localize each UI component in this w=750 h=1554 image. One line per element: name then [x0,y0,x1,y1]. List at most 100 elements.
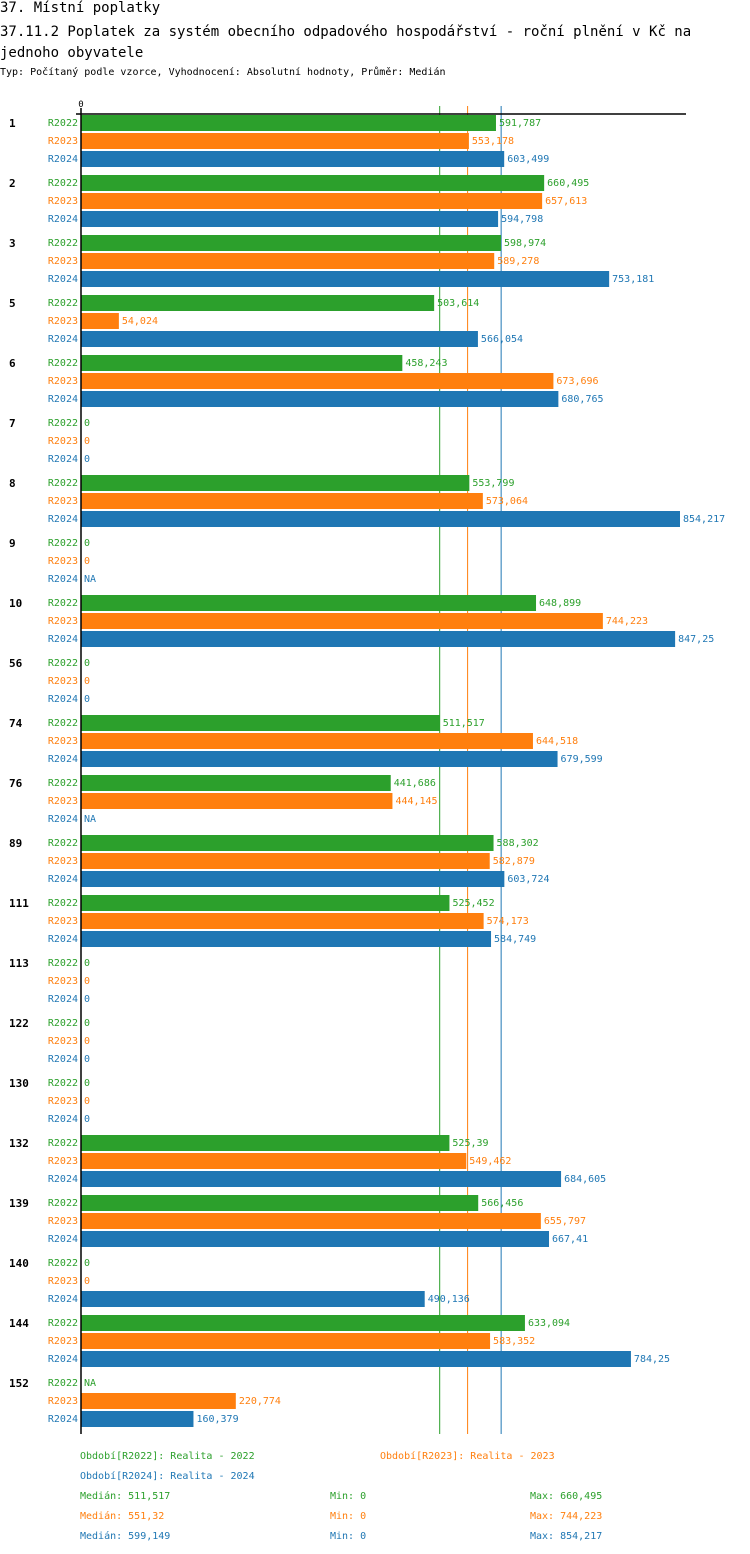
bar [81,1411,194,1427]
value-label: 603,499 [507,154,549,165]
value-label: 441,686 [394,778,436,789]
series-label: R2024 [48,394,78,405]
value-label: NA [84,574,96,585]
bar [81,1351,631,1367]
value-label: NA [84,1378,96,1389]
category-label: 130 [9,1077,29,1090]
value-label: 584,749 [494,934,536,945]
value-label: 0 [84,676,90,687]
bar [81,115,496,131]
bar [81,175,545,191]
series-label: R2022 [48,658,78,669]
series-label: R2024 [48,214,78,225]
value-label: 660,495 [547,178,589,189]
legend-max-r2023: Max: 744,223 [530,1511,603,1522]
bar [81,1291,425,1307]
series-label: R2023 [48,316,78,327]
value-label: 0 [84,658,90,669]
series-label: R2022 [48,958,78,969]
series-label: R2022 [48,898,78,909]
value-label: 594,798 [501,214,543,225]
value-label: 0 [84,1096,90,1107]
bar [81,253,495,269]
legend-max-r2024: Max: 854,217 [530,1531,603,1542]
bar [81,871,505,887]
bar [81,733,533,749]
bar [81,475,470,491]
category-label: 8 [9,477,16,490]
bar [81,331,478,347]
value-label: 744,223 [606,616,648,627]
series-label: R2023 [48,1216,78,1227]
series-label: R2024 [48,1054,78,1065]
bar [81,313,119,329]
value-label: 574,173 [487,916,529,927]
series-label: R2024 [48,1234,78,1245]
value-label: 220,774 [239,1396,281,1407]
category-label: 144 [9,1317,29,1330]
series-label: R2023 [48,1336,78,1347]
series-label: R2024 [48,814,78,825]
series-label: R2023 [48,676,78,687]
bar [81,913,484,929]
series-label: R2024 [48,694,78,705]
value-label: 0 [84,1054,90,1065]
series-label: R2023 [48,736,78,747]
series-label: R2022 [48,838,78,849]
category-label: 6 [9,357,16,370]
series-label: R2024 [48,574,78,585]
value-label: 566,456 [481,1198,523,1209]
series-label: R2022 [48,358,78,369]
series-label: R2022 [48,478,78,489]
value-label: 0 [84,976,90,987]
value-label: 644,518 [536,736,578,747]
legend-max-r2022: Max: 660,495 [530,1491,603,1502]
series-label: R2023 [48,796,78,807]
series-label: R2023 [48,556,78,567]
series-label: R2022 [48,178,78,189]
value-label: 160,379 [196,1414,238,1425]
category-label: 7 [9,417,16,430]
value-label: 591,787 [499,118,541,129]
series-label: R2024 [48,274,78,285]
category-label: 76 [9,777,23,790]
bar [81,895,450,911]
category-label: 5 [9,297,16,310]
bar [81,391,559,407]
value-label: NA [84,814,96,825]
bar [81,1213,541,1229]
value-label: 679,599 [561,754,603,765]
category-label: 56 [9,657,23,670]
bar [81,715,440,731]
series-label: R2022 [48,718,78,729]
value-label: 603,724 [507,874,549,885]
bar [81,775,391,791]
value-label: 0 [84,1036,90,1047]
legend-min-r2022: Min: 0 [330,1491,367,1502]
value-label: 648,899 [539,598,581,609]
value-label: 525,39 [452,1138,488,1149]
series-label: R2022 [48,298,78,309]
value-label: 0 [84,1078,90,1089]
series-label: R2024 [48,934,78,945]
series-label: R2024 [48,454,78,465]
value-label: 0 [84,694,90,705]
bar [81,1171,562,1187]
legend-median-r2023: Medián: 551,32 [80,1511,165,1522]
series-label: R2023 [48,916,78,927]
series-label: R2024 [48,1174,78,1185]
bar [81,271,610,287]
value-label: 0 [84,1276,90,1287]
series-label: R2023 [48,256,78,267]
category-label: 139 [9,1197,29,1210]
category-label: 10 [9,597,22,610]
category-label: 113 [9,957,29,970]
bar [81,1333,491,1349]
bar [81,631,676,647]
category-label: 3 [9,237,16,250]
value-label: 589,278 [497,256,539,267]
value-label: 0 [84,1018,90,1029]
bar [81,211,499,227]
bar [81,493,483,509]
